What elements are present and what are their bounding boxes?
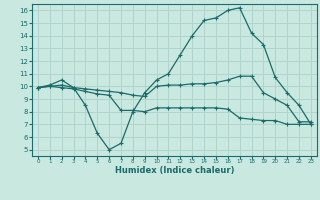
X-axis label: Humidex (Indice chaleur): Humidex (Indice chaleur) <box>115 166 234 175</box>
